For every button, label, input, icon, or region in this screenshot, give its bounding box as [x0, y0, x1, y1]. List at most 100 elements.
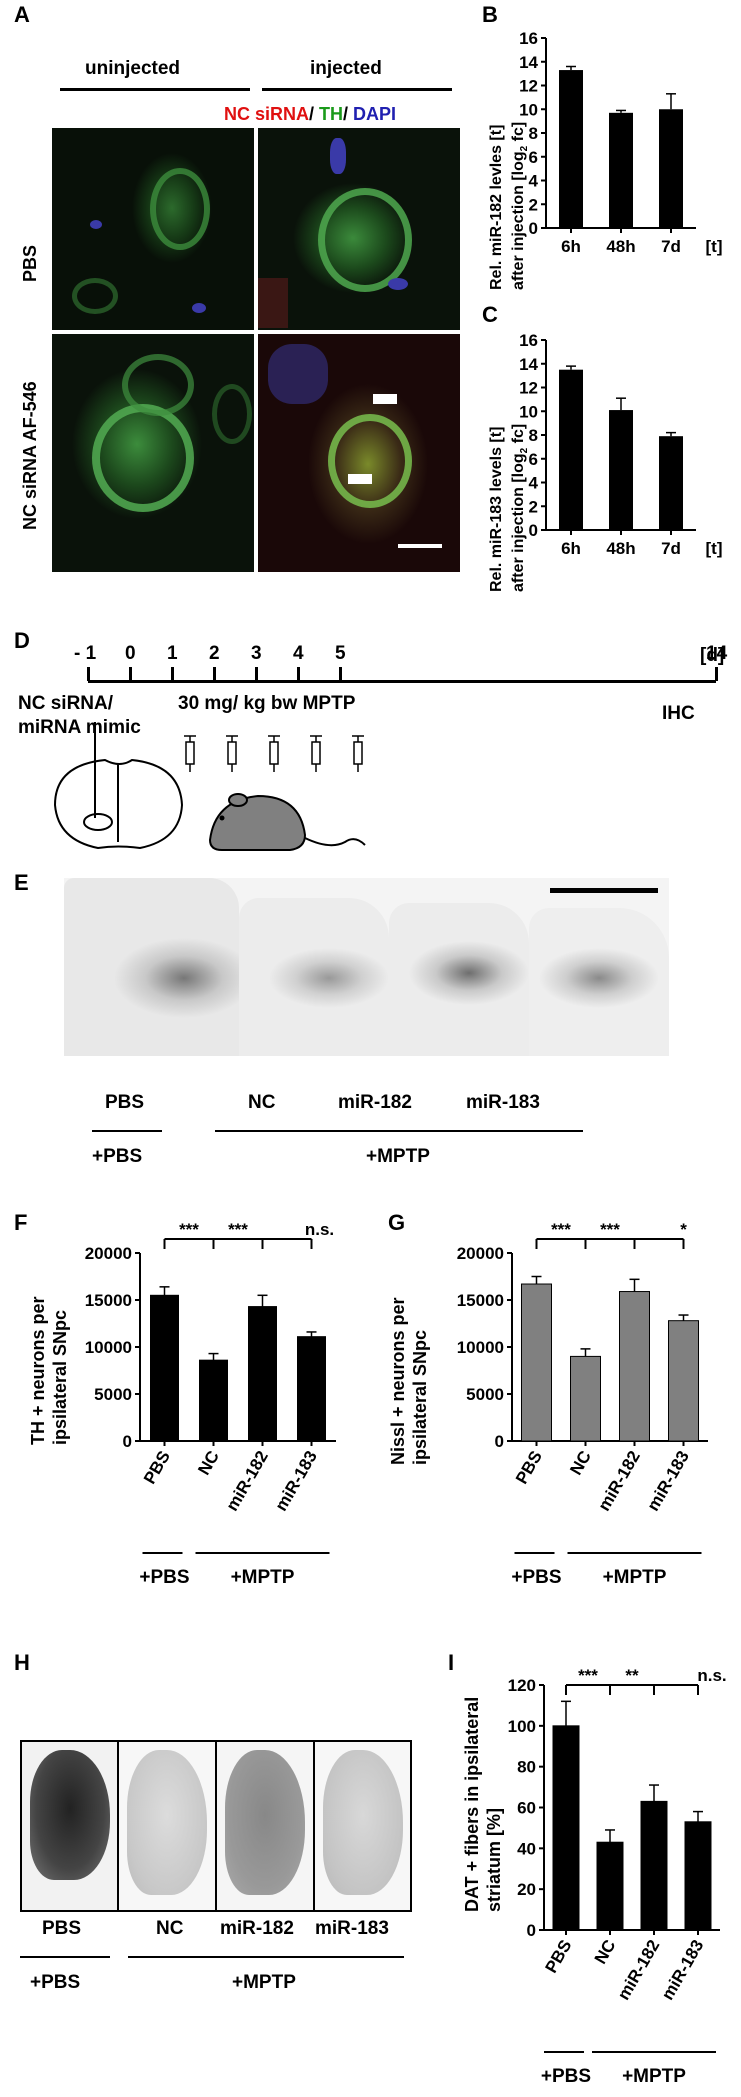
- e-mir182-label: miR-182: [338, 1092, 412, 1113]
- timeline-tick: [171, 667, 174, 681]
- timeline-tick: [129, 667, 132, 681]
- chart-g-bar: [570, 1355, 601, 1442]
- chart-f-ytick-label: 5000: [94, 1385, 132, 1404]
- timeline-tick: [339, 667, 342, 681]
- chart-g-group-mptp-label: +MPTP: [603, 1567, 667, 1588]
- chart-i-group-pbs-label: +PBS: [541, 2066, 591, 2087]
- chart-i-sig-label: ***: [578, 1666, 598, 1685]
- chart-i-sig-label: **: [625, 1666, 639, 1685]
- chart-c-category-label: 7d: [661, 539, 681, 558]
- chart-c-category-label: 6h: [561, 539, 581, 558]
- chart-f-bar: [199, 1359, 228, 1442]
- chart-f-group-mptp-label: +MPTP: [231, 1567, 295, 1588]
- chart-i-sig-label: n.s.: [697, 1666, 726, 1685]
- timeline-tick-label: 3: [251, 643, 262, 664]
- chart-i-ytick-label: 20: [517, 1880, 536, 1899]
- chart-b-category-label: 7d: [661, 237, 681, 256]
- chart-c-svg: 0 2 4 6 8 10 12 14 16 6h 48h 7d [t]: [519, 331, 722, 558]
- timeline-tick-label: 14: [706, 643, 728, 664]
- h-nc-label: NC: [156, 1918, 184, 1939]
- chart-i-group-mptp-label: +MPTP: [622, 2066, 686, 2087]
- brain-schematic: [53, 722, 184, 850]
- col-uninjected-label: uninjected: [85, 58, 181, 79]
- panel-f-label: F: [14, 1210, 28, 1235]
- h-plus-mptp: +MPTP: [232, 1972, 296, 1993]
- row-pbs-label: PBS: [20, 244, 40, 282]
- scale-bar: [398, 544, 442, 548]
- col-injected-label: injected: [310, 58, 382, 79]
- h-plus-pbs: +PBS: [30, 1972, 81, 1993]
- timeline-tick: [213, 667, 216, 681]
- chart-f-group-pbs-label: +PBS: [139, 1567, 189, 1588]
- h-mir183-label: miR-183: [315, 1918, 389, 1939]
- chart-g-category-label: PBS: [512, 1448, 546, 1488]
- chart-c-ytick-label: 6: [529, 450, 538, 469]
- timeline-tick: [715, 667, 718, 681]
- h-mptp-line: [128, 1956, 404, 1958]
- arrow-icon: [373, 394, 397, 404]
- chart-c-ytick-label: 10: [519, 402, 538, 421]
- syringe-icons: [184, 735, 364, 772]
- panel-c-label: C: [482, 302, 498, 327]
- timeline-tick-label: 2: [209, 643, 220, 664]
- micrograph-nc-injected: [258, 334, 460, 572]
- chart-b-ytick-label: 2: [529, 195, 538, 214]
- chart-i-ytick-label: 80: [517, 1758, 536, 1777]
- ihc-label: IHC: [662, 703, 695, 724]
- chart-g-ytick-label: 0: [495, 1432, 504, 1451]
- timeline-axis: [88, 680, 716, 683]
- chart-i-bar: [640, 1800, 668, 1931]
- chart-g: Nissl + neurons per ipsilateral SNpc 0 50…: [370, 1215, 741, 1615]
- chart-f-bar: [150, 1294, 179, 1442]
- chart-c-ytick-label: 12: [519, 379, 538, 398]
- chart-b-ytick-label: 10: [519, 100, 538, 119]
- chart-c-bar: [659, 436, 683, 530]
- chart-c-ytick-label: 8: [529, 426, 538, 445]
- chart-f-sig-label: ***: [228, 1220, 248, 1239]
- chart-b-bar: [559, 70, 583, 228]
- stain-sep: /: [343, 104, 354, 124]
- mouse-icon: [208, 793, 366, 851]
- chart-f-bar: [248, 1306, 277, 1442]
- chart-f-svg: 0 5000 10000 15000 20000 PBS NC miR-182 miR-183 *…: [85, 1220, 336, 1588]
- chart-i-ytick-label: 40: [517, 1839, 536, 1858]
- chart-i-ytick-label: 60: [517, 1799, 536, 1818]
- panel-g-label: G: [388, 1210, 406, 1235]
- chart-g-sig-label: *: [680, 1220, 687, 1239]
- chart-f-ytick-label: 10000: [85, 1338, 132, 1357]
- timeline-tick-label: 1: [167, 643, 178, 664]
- chart-b-category-label: 6h: [561, 237, 581, 256]
- h-pbs-label: PBS: [42, 1918, 82, 1939]
- dose-label: 30 mg/ kg bw MPTP: [178, 693, 356, 714]
- chart-i-ytick-label: 120: [508, 1676, 536, 1695]
- stain-th: TH: [319, 104, 344, 124]
- chart-c-bar: [559, 369, 583, 530]
- chart-c-ytick-label: 14: [519, 355, 538, 374]
- panel-i-label: I: [448, 1650, 455, 1675]
- e-pbs-label: PBS: [105, 1092, 145, 1113]
- timeline-tick: [297, 667, 300, 681]
- chart-b-ytick-label: 16: [519, 29, 538, 48]
- e-mir183-label: miR-183: [466, 1092, 540, 1113]
- chart-b-ytick-label: 6: [529, 148, 538, 167]
- chart-g-svg: 0 5000 10000 15000 20000 PBS NC miR-182 miR-183 *…: [457, 1220, 708, 1588]
- scale-bar: [550, 888, 658, 893]
- timeline-tick-label: 0: [125, 643, 136, 664]
- injection-label-2: miRNA mimic: [18, 717, 141, 738]
- stain-nc-siRNA: NC siRNA: [224, 104, 310, 124]
- chart-f-category-label: miR-182: [222, 1448, 272, 1515]
- chart-f-sig-label: n.s.: [305, 1220, 334, 1239]
- chart-i: DAT + fibers in ipsilateral striatum [%]…: [440, 1650, 741, 2097]
- row-nc-label: NC siRNA AF-546: [20, 381, 40, 530]
- chart-g-bar: [521, 1283, 552, 1442]
- stain-sep: /: [309, 104, 320, 124]
- chart-c-category-label: 48h: [606, 539, 635, 558]
- chart-i-category-label: PBS: [542, 1937, 576, 1977]
- chart-i-bar: [596, 1841, 624, 1931]
- chart-b-ytick-label: 8: [529, 124, 538, 143]
- chart-g-category-label: miR-182: [594, 1448, 644, 1515]
- panel-a-label: A: [14, 2, 30, 27]
- col-uninjected-line: [60, 88, 250, 91]
- chart-f-ytick-label: 15000: [85, 1291, 132, 1310]
- chart-f-ytick-label: 20000: [85, 1244, 132, 1263]
